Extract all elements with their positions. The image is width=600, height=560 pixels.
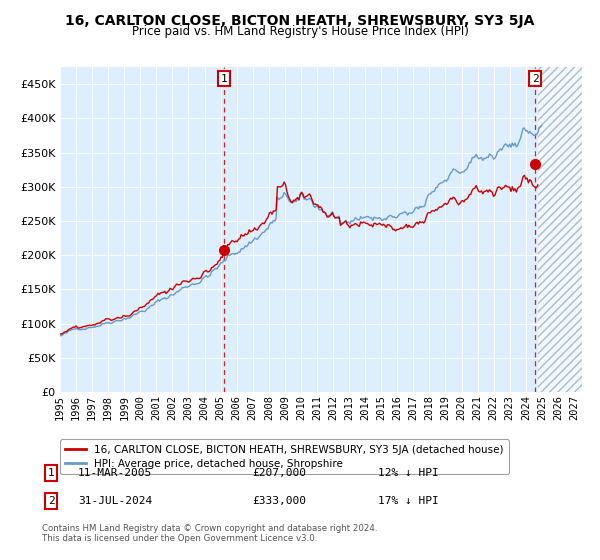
Text: 1: 1: [220, 73, 227, 83]
Text: £207,000: £207,000: [252, 468, 306, 478]
Text: Contains HM Land Registry data © Crown copyright and database right 2024.: Contains HM Land Registry data © Crown c…: [42, 524, 377, 533]
Text: 17% ↓ HPI: 17% ↓ HPI: [378, 496, 439, 506]
Text: 2: 2: [47, 496, 55, 506]
Bar: [538, 67, 582, 392]
Text: 12% ↓ HPI: 12% ↓ HPI: [378, 468, 439, 478]
Text: £333,000: £333,000: [252, 496, 306, 506]
Bar: [538, 67, 582, 392]
Text: 1: 1: [47, 468, 55, 478]
Text: 11-MAR-2005: 11-MAR-2005: [78, 468, 152, 478]
Text: 16, CARLTON CLOSE, BICTON HEATH, SHREWSBURY, SY3 5JA: 16, CARLTON CLOSE, BICTON HEATH, SHREWSB…: [65, 14, 535, 28]
Legend: 16, CARLTON CLOSE, BICTON HEATH, SHREWSBURY, SY3 5JA (detached house), HPI: Aver: 16, CARLTON CLOSE, BICTON HEATH, SHREWSB…: [60, 440, 509, 474]
Text: 31-JUL-2024: 31-JUL-2024: [78, 496, 152, 506]
Text: This data is licensed under the Open Government Licence v3.0.: This data is licensed under the Open Gov…: [42, 534, 317, 543]
Text: 2: 2: [532, 73, 538, 83]
Text: Price paid vs. HM Land Registry's House Price Index (HPI): Price paid vs. HM Land Registry's House …: [131, 25, 469, 38]
